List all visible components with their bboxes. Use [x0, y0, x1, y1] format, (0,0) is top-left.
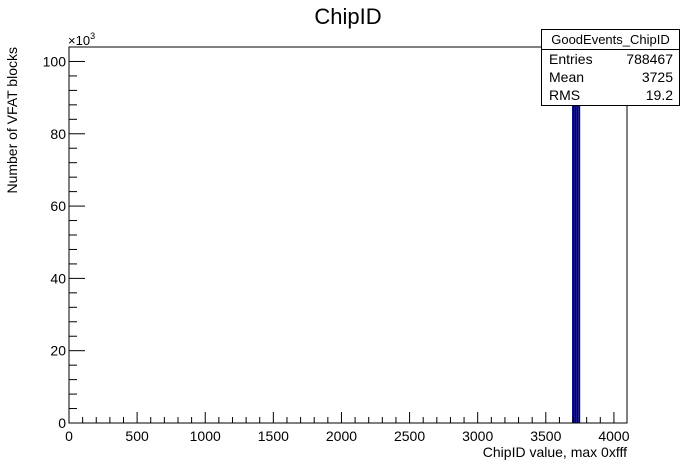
histogram-bars [572, 47, 581, 423]
x-axis: 0 500 1000 1500 2000 2500 3000 3500 4000 [65, 412, 630, 444]
y-tick-label: 20 [50, 343, 66, 359]
y-tick-label: 40 [50, 270, 66, 286]
stats-value: 19.2 [645, 87, 673, 103]
stats-value: 788467 [626, 51, 673, 67]
x-tick-label: 2000 [326, 428, 357, 444]
y-axis-multiplier: ×103 [68, 31, 95, 48]
y-tick-label: 60 [50, 198, 66, 214]
y-tick-label: 100 [43, 53, 67, 69]
x-tick-label: 3500 [530, 428, 561, 444]
stats-row-rms: RMS 19.2 [542, 86, 679, 104]
stats-row-mean: Mean 3725 [542, 68, 679, 86]
stats-box-name: GoodEvents_ChipID [542, 30, 679, 50]
x-tick-label: 1500 [258, 428, 289, 444]
stats-row-entries: Entries 788467 [542, 50, 679, 68]
x-tick-label: 0 [65, 428, 73, 444]
x-axis-label: ChipID value, max 0xfff [483, 444, 627, 460]
stats-label: Mean [549, 69, 585, 85]
x-tick-label: 1000 [190, 428, 221, 444]
y-axis-label: Number of VFAT blocks [4, 47, 20, 194]
x-tick-label: 2500 [394, 428, 425, 444]
y-multiplier-exponent: 3 [90, 31, 95, 41]
stats-label: RMS [549, 87, 581, 103]
chart-title: ChipID [314, 4, 381, 29]
stats-box: GoodEvents_ChipID Entries 788467 Mean 37… [541, 29, 680, 106]
x-tick-label: 500 [125, 428, 149, 444]
stats-value: 3725 [641, 69, 673, 85]
y-tick-label: 80 [50, 126, 66, 142]
stats-label: Entries [549, 51, 593, 67]
x-tick-label: 3000 [462, 428, 493, 444]
y-tick-label: 0 [58, 415, 66, 431]
y-axis: 0 20 40 60 80 100 [43, 46, 85, 431]
y-multiplier-base: ×10 [68, 33, 90, 48]
x-tick-label: 4000 [598, 428, 629, 444]
